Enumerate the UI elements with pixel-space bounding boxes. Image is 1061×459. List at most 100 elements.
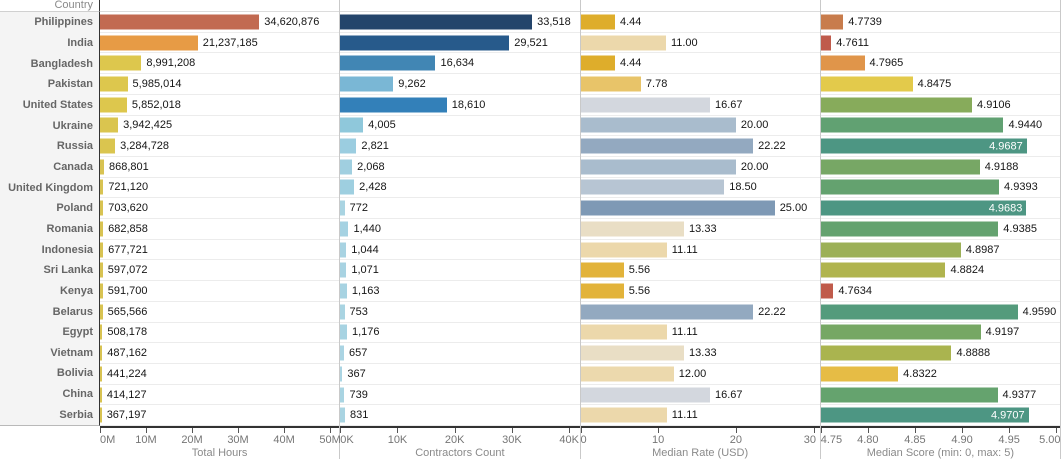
- bar[interactable]: [100, 283, 103, 299]
- country-label[interactable]: Russia: [56, 140, 93, 153]
- bar[interactable]: [580, 283, 624, 299]
- bar[interactable]: [340, 159, 353, 175]
- bar[interactable]: [100, 345, 103, 361]
- bar[interactable]: [340, 324, 347, 340]
- bar[interactable]: [820, 283, 834, 299]
- bar[interactable]: [100, 35, 198, 51]
- bar[interactable]: [820, 76, 913, 92]
- bar[interactable]: [580, 14, 615, 30]
- country-label[interactable]: Ukraine: [52, 119, 93, 132]
- country-label[interactable]: United Kingdom: [8, 181, 93, 194]
- bar[interactable]: [820, 97, 973, 113]
- country-label[interactable]: Belarus: [52, 305, 93, 318]
- bar[interactable]: [820, 304, 1018, 320]
- country-label[interactable]: United States: [22, 98, 93, 111]
- country-label[interactable]: Serbia: [59, 408, 93, 421]
- bar[interactable]: [580, 366, 674, 382]
- country-label[interactable]: India: [67, 36, 93, 49]
- bar[interactable]: [340, 242, 347, 258]
- bar[interactable]: [100, 97, 127, 113]
- bar[interactable]: [340, 366, 343, 382]
- country-label[interactable]: Sri Lanka: [43, 264, 93, 277]
- country-label[interactable]: Canada: [53, 160, 93, 173]
- bar[interactable]: [100, 324, 103, 340]
- bar[interactable]: [580, 304, 754, 320]
- bar[interactable]: [580, 179, 725, 195]
- bar[interactable]: [580, 159, 736, 175]
- bar[interactable]: [100, 304, 103, 320]
- bar[interactable]: [820, 159, 980, 175]
- bar[interactable]: [580, 387, 710, 402]
- bar[interactable]: [820, 387, 998, 402]
- bar[interactable]: [580, 407, 667, 423]
- bar[interactable]: [820, 221, 999, 237]
- bar[interactable]: [340, 221, 349, 237]
- bar[interactable]: [580, 97, 710, 113]
- bar[interactable]: [580, 200, 775, 216]
- country-label[interactable]: Bolivia: [56, 367, 93, 380]
- bar[interactable]: [340, 304, 345, 320]
- country-label[interactable]: Kenya: [59, 284, 93, 297]
- country-label[interactable]: Vietnam: [50, 346, 93, 359]
- bar[interactable]: [340, 283, 347, 299]
- bar[interactable]: [340, 387, 345, 402]
- bar[interactable]: [100, 366, 103, 382]
- bar[interactable]: [820, 262, 946, 278]
- bar[interactable]: [580, 76, 641, 92]
- bar[interactable]: [580, 221, 685, 237]
- bar[interactable]: [100, 221, 104, 237]
- bar[interactable]: [580, 324, 667, 340]
- bar[interactable]: [340, 407, 345, 423]
- bar[interactable]: [100, 407, 102, 423]
- country-label[interactable]: Indonesia: [41, 243, 93, 256]
- bar[interactable]: [100, 138, 116, 154]
- bar[interactable]: [100, 117, 119, 133]
- bar[interactable]: [820, 14, 844, 30]
- bar[interactable]: [820, 35, 832, 51]
- bar[interactable]: [340, 200, 345, 216]
- bar[interactable]: [580, 138, 754, 154]
- bar[interactable]: [340, 262, 347, 278]
- bar[interactable]: [340, 14, 533, 30]
- bar[interactable]: [340, 35, 510, 51]
- bar[interactable]: [820, 179, 1000, 195]
- bar[interactable]: [820, 366, 899, 382]
- country-label[interactable]: Pakistan: [47, 78, 93, 91]
- country-label[interactable]: Philippines: [34, 16, 93, 29]
- bar[interactable]: [100, 387, 102, 402]
- bar[interactable]: [100, 159, 104, 175]
- country-label[interactable]: China: [62, 388, 93, 401]
- country-label[interactable]: Poland: [56, 202, 93, 215]
- bar[interactable]: [580, 242, 667, 258]
- country-label[interactable]: Bangladesh: [30, 57, 93, 70]
- bar[interactable]: 4.9683: [820, 200, 1027, 216]
- bar[interactable]: [100, 262, 103, 278]
- bar[interactable]: [340, 179, 355, 195]
- bar[interactable]: [820, 324, 981, 340]
- bar[interactable]: [820, 345, 952, 361]
- bar[interactable]: [580, 262, 624, 278]
- bar[interactable]: [580, 35, 666, 51]
- bar[interactable]: [100, 14, 260, 30]
- bar[interactable]: [340, 138, 357, 154]
- bar[interactable]: [100, 179, 104, 195]
- bar[interactable]: [580, 55, 615, 71]
- bar[interactable]: [820, 55, 865, 71]
- bar[interactable]: [340, 97, 447, 113]
- bar[interactable]: [100, 76, 128, 92]
- bar[interactable]: 4.9687: [820, 138, 1027, 154]
- bar[interactable]: 4.9707: [820, 407, 1029, 423]
- bar[interactable]: [100, 242, 104, 258]
- bar[interactable]: [820, 242, 961, 258]
- bar[interactable]: [100, 55, 142, 71]
- bar[interactable]: [100, 200, 104, 216]
- bar[interactable]: [340, 117, 364, 133]
- bar[interactable]: [580, 345, 685, 361]
- bar[interactable]: [580, 117, 736, 133]
- bar[interactable]: [340, 345, 344, 361]
- country-label[interactable]: Egypt: [62, 326, 93, 339]
- bar[interactable]: [340, 76, 394, 92]
- bar[interactable]: [820, 117, 1004, 133]
- country-label[interactable]: Romania: [46, 222, 93, 235]
- bar[interactable]: [340, 55, 436, 71]
